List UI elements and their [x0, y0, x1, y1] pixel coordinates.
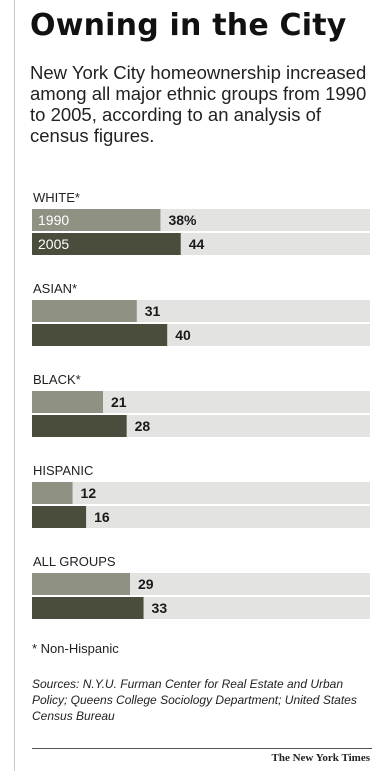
chart-title: Owning in the City [30, 8, 347, 43]
series-label-2005: 2005 [38, 236, 69, 252]
value-label: 12 [81, 485, 97, 501]
category-label-white: WHITE* [33, 190, 80, 205]
bar-1990-asian [32, 300, 137, 322]
sources-text: Sources: N.Y.U. Furman Center for Real E… [32, 677, 357, 723]
category-label-black: BLACK* [33, 372, 81, 387]
credit-line: The New York Times [271, 752, 371, 764]
value-label: 44 [189, 236, 205, 252]
value-label: 31 [145, 303, 161, 319]
bar-track [32, 482, 370, 504]
bar-2005-hispanic [32, 506, 87, 528]
bar-chart: WHITE* 38% 1990 44 2005 ASIAN* 31 40 BLACK* 21 28 H… [32, 190, 370, 619]
category-label-asian: ASIAN* [33, 281, 77, 296]
bar-2005-white [32, 233, 181, 255]
value-label: 16 [94, 509, 110, 525]
left-margin-rule [14, 0, 15, 771]
bar-track [32, 506, 370, 528]
bottom-rule [32, 748, 372, 749]
value-label: 29 [138, 576, 154, 592]
value-label: 33 [152, 600, 168, 616]
series-label-1990: 1990 [38, 212, 69, 228]
value-label: 21 [111, 394, 127, 410]
bar-1990-black [32, 391, 103, 413]
chart-subtitle: New York City homeownership increased am… [30, 62, 367, 146]
bar-2005-black [32, 415, 127, 437]
footnote: * Non-Hispanic [32, 641, 119, 656]
category-label-hispanic: HISPANIC [33, 463, 93, 478]
bar-2005-asian [32, 324, 168, 346]
bar-1990-white [32, 209, 161, 231]
value-label: 38% [168, 212, 197, 228]
category-label-all-groups: ALL GROUPS [33, 554, 116, 569]
value-label: 28 [135, 418, 151, 434]
bar-1990-all-groups [32, 573, 131, 595]
bar-2005-all-groups [32, 597, 144, 619]
bar-track [32, 391, 370, 413]
value-label: 40 [175, 327, 191, 343]
bar-1990-hispanic [32, 482, 73, 504]
